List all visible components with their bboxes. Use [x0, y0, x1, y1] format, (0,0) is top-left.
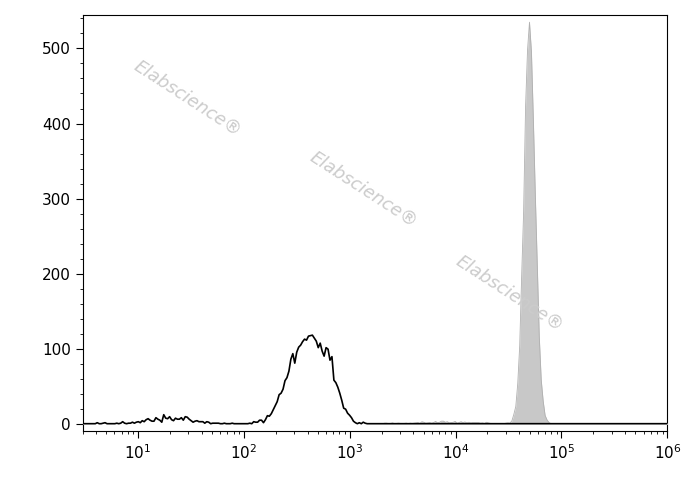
- Text: Elabscience®: Elabscience®: [452, 252, 567, 335]
- Text: Elabscience®: Elabscience®: [306, 148, 420, 231]
- Text: Elabscience®: Elabscience®: [131, 56, 245, 140]
